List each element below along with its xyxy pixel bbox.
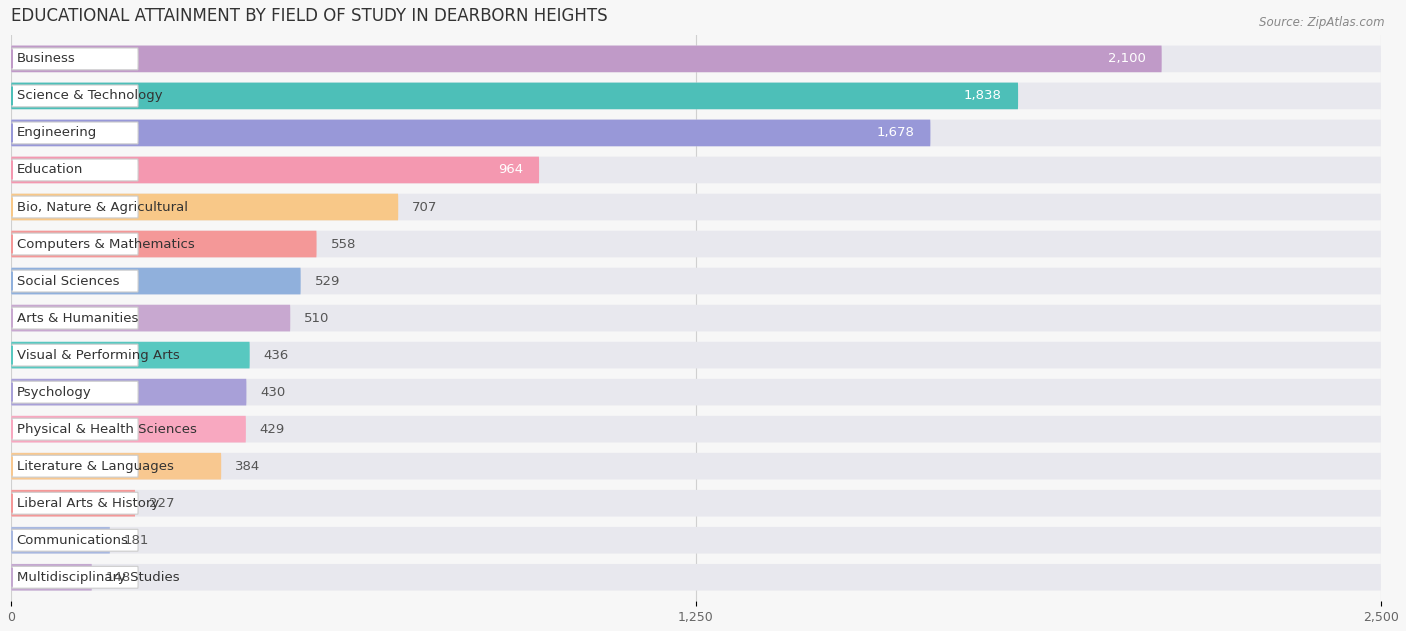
FancyBboxPatch shape [11,527,1381,553]
FancyBboxPatch shape [11,156,538,184]
Text: Liberal Arts & History: Liberal Arts & History [17,497,159,510]
FancyBboxPatch shape [13,344,138,366]
Text: Business: Business [17,52,76,66]
Text: EDUCATIONAL ATTAINMENT BY FIELD OF STUDY IN DEARBORN HEIGHTS: EDUCATIONAL ATTAINMENT BY FIELD OF STUDY… [11,7,607,25]
FancyBboxPatch shape [11,453,1381,480]
FancyBboxPatch shape [13,85,138,107]
FancyBboxPatch shape [13,418,138,440]
Text: 529: 529 [315,274,340,288]
FancyBboxPatch shape [11,268,301,295]
Text: 2,100: 2,100 [1108,52,1146,66]
FancyBboxPatch shape [13,48,138,70]
FancyBboxPatch shape [13,196,138,218]
FancyBboxPatch shape [11,268,1381,295]
Text: 148: 148 [105,571,131,584]
FancyBboxPatch shape [11,45,1161,72]
Text: Multidisciplinary Studies: Multidisciplinary Studies [17,571,180,584]
FancyBboxPatch shape [11,416,246,442]
FancyBboxPatch shape [13,567,138,588]
FancyBboxPatch shape [11,379,246,406]
Text: Engineering: Engineering [17,126,97,139]
FancyBboxPatch shape [11,120,931,146]
FancyBboxPatch shape [11,342,1381,369]
Text: Social Sciences: Social Sciences [17,274,120,288]
FancyBboxPatch shape [11,379,1381,406]
Text: 1,838: 1,838 [965,90,1002,102]
FancyBboxPatch shape [13,529,138,551]
Text: Literature & Languages: Literature & Languages [17,460,173,473]
Text: Bio, Nature & Agricultural: Bio, Nature & Agricultural [17,201,187,213]
FancyBboxPatch shape [11,564,91,591]
Text: Education: Education [17,163,83,177]
FancyBboxPatch shape [13,159,138,181]
Text: Physical & Health Sciences: Physical & Health Sciences [17,423,197,435]
FancyBboxPatch shape [11,194,1381,220]
FancyBboxPatch shape [11,83,1018,109]
Text: 964: 964 [498,163,523,177]
FancyBboxPatch shape [11,342,250,369]
FancyBboxPatch shape [13,492,138,514]
FancyBboxPatch shape [13,307,138,329]
FancyBboxPatch shape [13,233,138,255]
Text: Computers & Mathematics: Computers & Mathematics [17,237,194,251]
Text: Source: ZipAtlas.com: Source: ZipAtlas.com [1260,16,1385,29]
FancyBboxPatch shape [13,122,138,144]
FancyBboxPatch shape [11,45,1381,72]
FancyBboxPatch shape [11,305,290,331]
Text: Visual & Performing Arts: Visual & Performing Arts [17,348,180,362]
Text: Arts & Humanities: Arts & Humanities [17,312,138,324]
FancyBboxPatch shape [11,305,1381,331]
Text: 558: 558 [330,237,356,251]
FancyBboxPatch shape [13,270,138,292]
FancyBboxPatch shape [11,231,316,257]
FancyBboxPatch shape [11,490,135,517]
Text: Psychology: Psychology [17,386,91,399]
Text: 227: 227 [149,497,174,510]
FancyBboxPatch shape [11,416,1381,442]
FancyBboxPatch shape [13,381,138,403]
FancyBboxPatch shape [11,120,1381,146]
Text: 429: 429 [260,423,285,435]
Text: 181: 181 [124,534,149,546]
Text: 707: 707 [412,201,437,213]
Text: 384: 384 [235,460,260,473]
Text: 510: 510 [304,312,329,324]
FancyBboxPatch shape [11,490,1381,517]
Text: 430: 430 [260,386,285,399]
FancyBboxPatch shape [11,453,221,480]
FancyBboxPatch shape [13,455,138,477]
Text: Science & Technology: Science & Technology [17,90,162,102]
FancyBboxPatch shape [11,527,110,553]
FancyBboxPatch shape [11,194,398,220]
Text: 1,678: 1,678 [876,126,914,139]
Text: Communications: Communications [17,534,128,546]
FancyBboxPatch shape [11,156,1381,184]
FancyBboxPatch shape [11,231,1381,257]
Text: 436: 436 [263,348,288,362]
FancyBboxPatch shape [11,564,1381,591]
FancyBboxPatch shape [11,83,1381,109]
